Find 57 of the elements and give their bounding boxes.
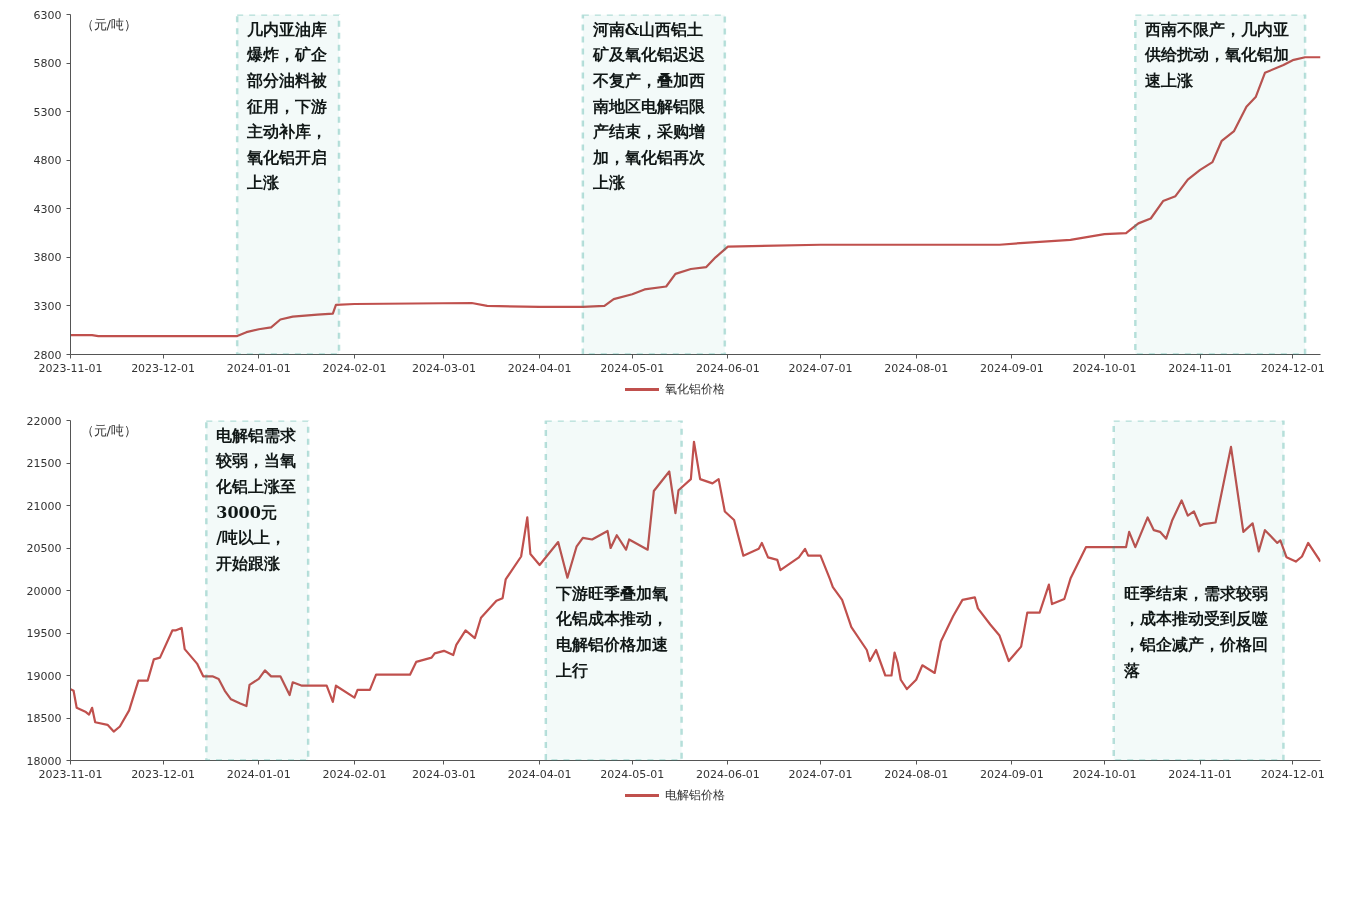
- y-tick-label: 6300: [33, 8, 62, 22]
- x-tick-label: 2023-11-01: [38, 767, 103, 781]
- band-label: 几内亚油库爆炸，矿企部分油料被征用，下游主动补库，氧化铝开启上涨: [246, 19, 329, 193]
- band-label: 西南不限产，几内亚供给扰动，氧化铝加速上涨: [1144, 19, 1290, 90]
- x-tick-label: 2024-04-01: [507, 361, 572, 375]
- legend: 电解铝价格: [5, 785, 1345, 805]
- y-tick-label: 19000: [26, 669, 62, 683]
- y-axis-title: （元/吨）: [80, 16, 137, 32]
- x-tick-label: 2024-11-01: [1168, 767, 1233, 781]
- y-tick-label: 4800: [33, 154, 62, 168]
- x-tick-label: 2024-07-01: [788, 361, 853, 375]
- x-tick-label: 2024-01-01: [226, 767, 291, 781]
- band-label: 旺季结束，需求较弱，成本推动受到反噬，铝企减产，价格回落: [1122, 583, 1268, 680]
- x-tick-label: 2024-05-01: [600, 767, 665, 781]
- y-tick-label: 5300: [33, 105, 62, 119]
- x-tick-label: 2024-01-01: [226, 361, 291, 375]
- x-tick-label: 2023-11-01: [38, 361, 103, 375]
- x-tick-label: 2024-09-01: [979, 767, 1044, 781]
- y-tick-label: 2800: [33, 348, 62, 362]
- legend: 氧化铝价格: [5, 379, 1345, 399]
- x-tick-label: 2023-12-01: [131, 361, 196, 375]
- band-label: 电解铝需求较弱，当氧化铝上涨至3000元/吨以上，开始跟涨: [215, 425, 298, 573]
- x-tick-label: 2024-02-01: [322, 361, 387, 375]
- y-tick-label: 22000: [26, 414, 62, 428]
- y-tick-label: 21000: [26, 499, 62, 513]
- band-label: 下游旺季叠加氧化铝成本推动，电解铝价格加速上行: [554, 583, 669, 680]
- x-tick-label: 2024-12-01: [1260, 767, 1325, 781]
- band-label: 河南&山西铝土矿及氧化铝迟迟不复产，叠加西南地区电解铝限产结束，采购增加，氧化铝再次上涨: [591, 19, 706, 193]
- y-tick-label: 3300: [33, 299, 62, 313]
- x-tick-label: 2024-09-01: [979, 361, 1044, 375]
- y-tick-label: 3800: [33, 251, 62, 265]
- x-tick-label: 2024-05-01: [600, 361, 665, 375]
- y-tick-label: 18500: [26, 712, 62, 725]
- y-tick-label: 19500: [26, 627, 62, 640]
- y-axis-title: （元/吨）: [80, 422, 137, 438]
- x-tick-label: 2024-06-01: [695, 361, 760, 375]
- x-tick-label: 2024-03-01: [411, 767, 476, 781]
- legend-label: 氧化铝价格: [664, 380, 725, 398]
- y-tick-label: 4300: [33, 202, 62, 216]
- y-tick-label: 20500: [26, 542, 62, 555]
- x-tick-label: 2024-06-01: [695, 767, 760, 781]
- x-tick-label: 2024-04-01: [507, 767, 572, 781]
- y-tick-label: 20000: [26, 584, 62, 598]
- x-tick-label: 2023-12-01: [131, 767, 196, 781]
- x-tick-label: 2024-03-01: [411, 361, 476, 375]
- y-tick-label: 18000: [26, 754, 62, 768]
- x-tick-label: 2024-02-01: [322, 767, 387, 781]
- legend-label: 电解铝价格: [664, 786, 725, 804]
- x-tick-label: 2024-10-01: [1072, 361, 1137, 375]
- x-tick-label: 2024-08-01: [884, 361, 949, 375]
- y-tick-label: 21500: [26, 457, 62, 470]
- x-tick-label: 2024-07-01: [788, 767, 853, 781]
- x-tick-label: 2024-08-01: [884, 767, 949, 781]
- x-tick-label: 2024-11-01: [1168, 361, 1233, 375]
- x-tick-label: 2024-10-01: [1072, 767, 1137, 781]
- y-tick-label: 5800: [33, 57, 62, 71]
- x-tick-label: 2024-12-01: [1260, 361, 1325, 375]
